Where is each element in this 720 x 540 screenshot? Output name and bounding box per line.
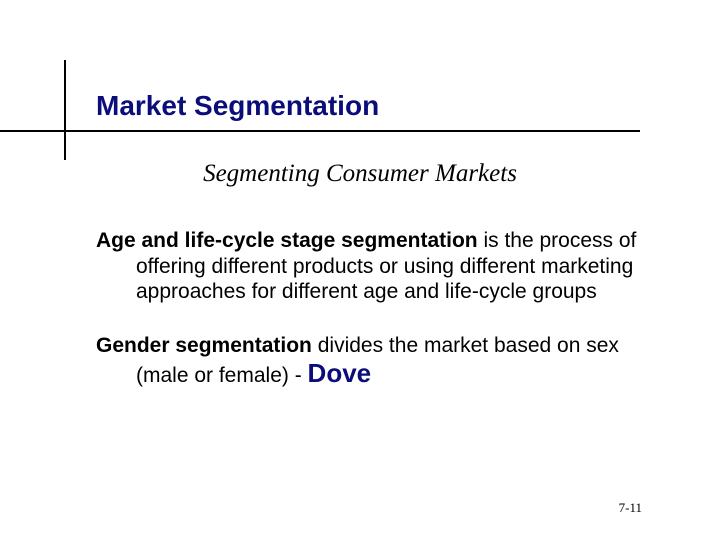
- page-number: 7-11: [619, 500, 642, 516]
- para2-lead: Gender segmentation: [96, 334, 312, 357]
- paragraph-gender: Gender segmentation divides the market b…: [96, 333, 650, 390]
- title-block: Market Segmentation: [0, 90, 720, 128]
- body-text: Age and life-cycle stage segmentation is…: [96, 228, 650, 418]
- para1-lead: Age and life-cycle stage segmentation: [96, 229, 478, 252]
- brand-name: Dove: [308, 358, 372, 388]
- slide-title: Market Segmentation: [0, 90, 720, 128]
- slide-subtitle: Segmenting Consumer Markets: [0, 160, 720, 188]
- paragraph-age-lifecycle: Age and life-cycle stage segmentation is…: [96, 228, 650, 305]
- slide: Market Segmentation Segmenting Consumer …: [0, 0, 720, 540]
- title-rule-horizontal: [0, 130, 640, 132]
